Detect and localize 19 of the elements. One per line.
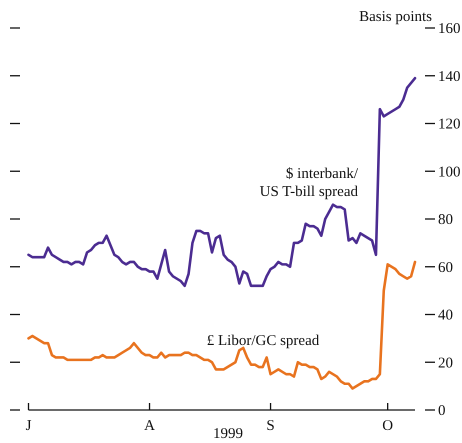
y-tick-label: 160 <box>438 21 460 37</box>
y-tick-label: 40 <box>438 308 453 324</box>
series-label: $ interbank/ US T-bill spread <box>260 166 359 200</box>
y-tick-label: 0 <box>438 403 446 419</box>
line-series <box>27 76 416 288</box>
x-tick-label: S <box>266 418 275 434</box>
x-tick-label: O <box>382 418 394 434</box>
y-tick-label: 80 <box>438 212 453 228</box>
x-axis-title: 1999 <box>213 426 243 442</box>
series-label: £ Libor/GC spread <box>206 333 320 349</box>
y-tick-label: 60 <box>438 260 453 276</box>
y-tick-label: 120 <box>438 116 460 132</box>
x-tick-label: J <box>26 418 32 434</box>
line-series <box>27 260 416 390</box>
x-tick-label: A <box>144 418 156 434</box>
y-tick-label: 100 <box>438 164 460 180</box>
y-tick-label: 20 <box>438 355 453 372</box>
y-axis-title: Basis points <box>359 9 432 25</box>
y-tick-label: 140 <box>438 68 460 85</box>
